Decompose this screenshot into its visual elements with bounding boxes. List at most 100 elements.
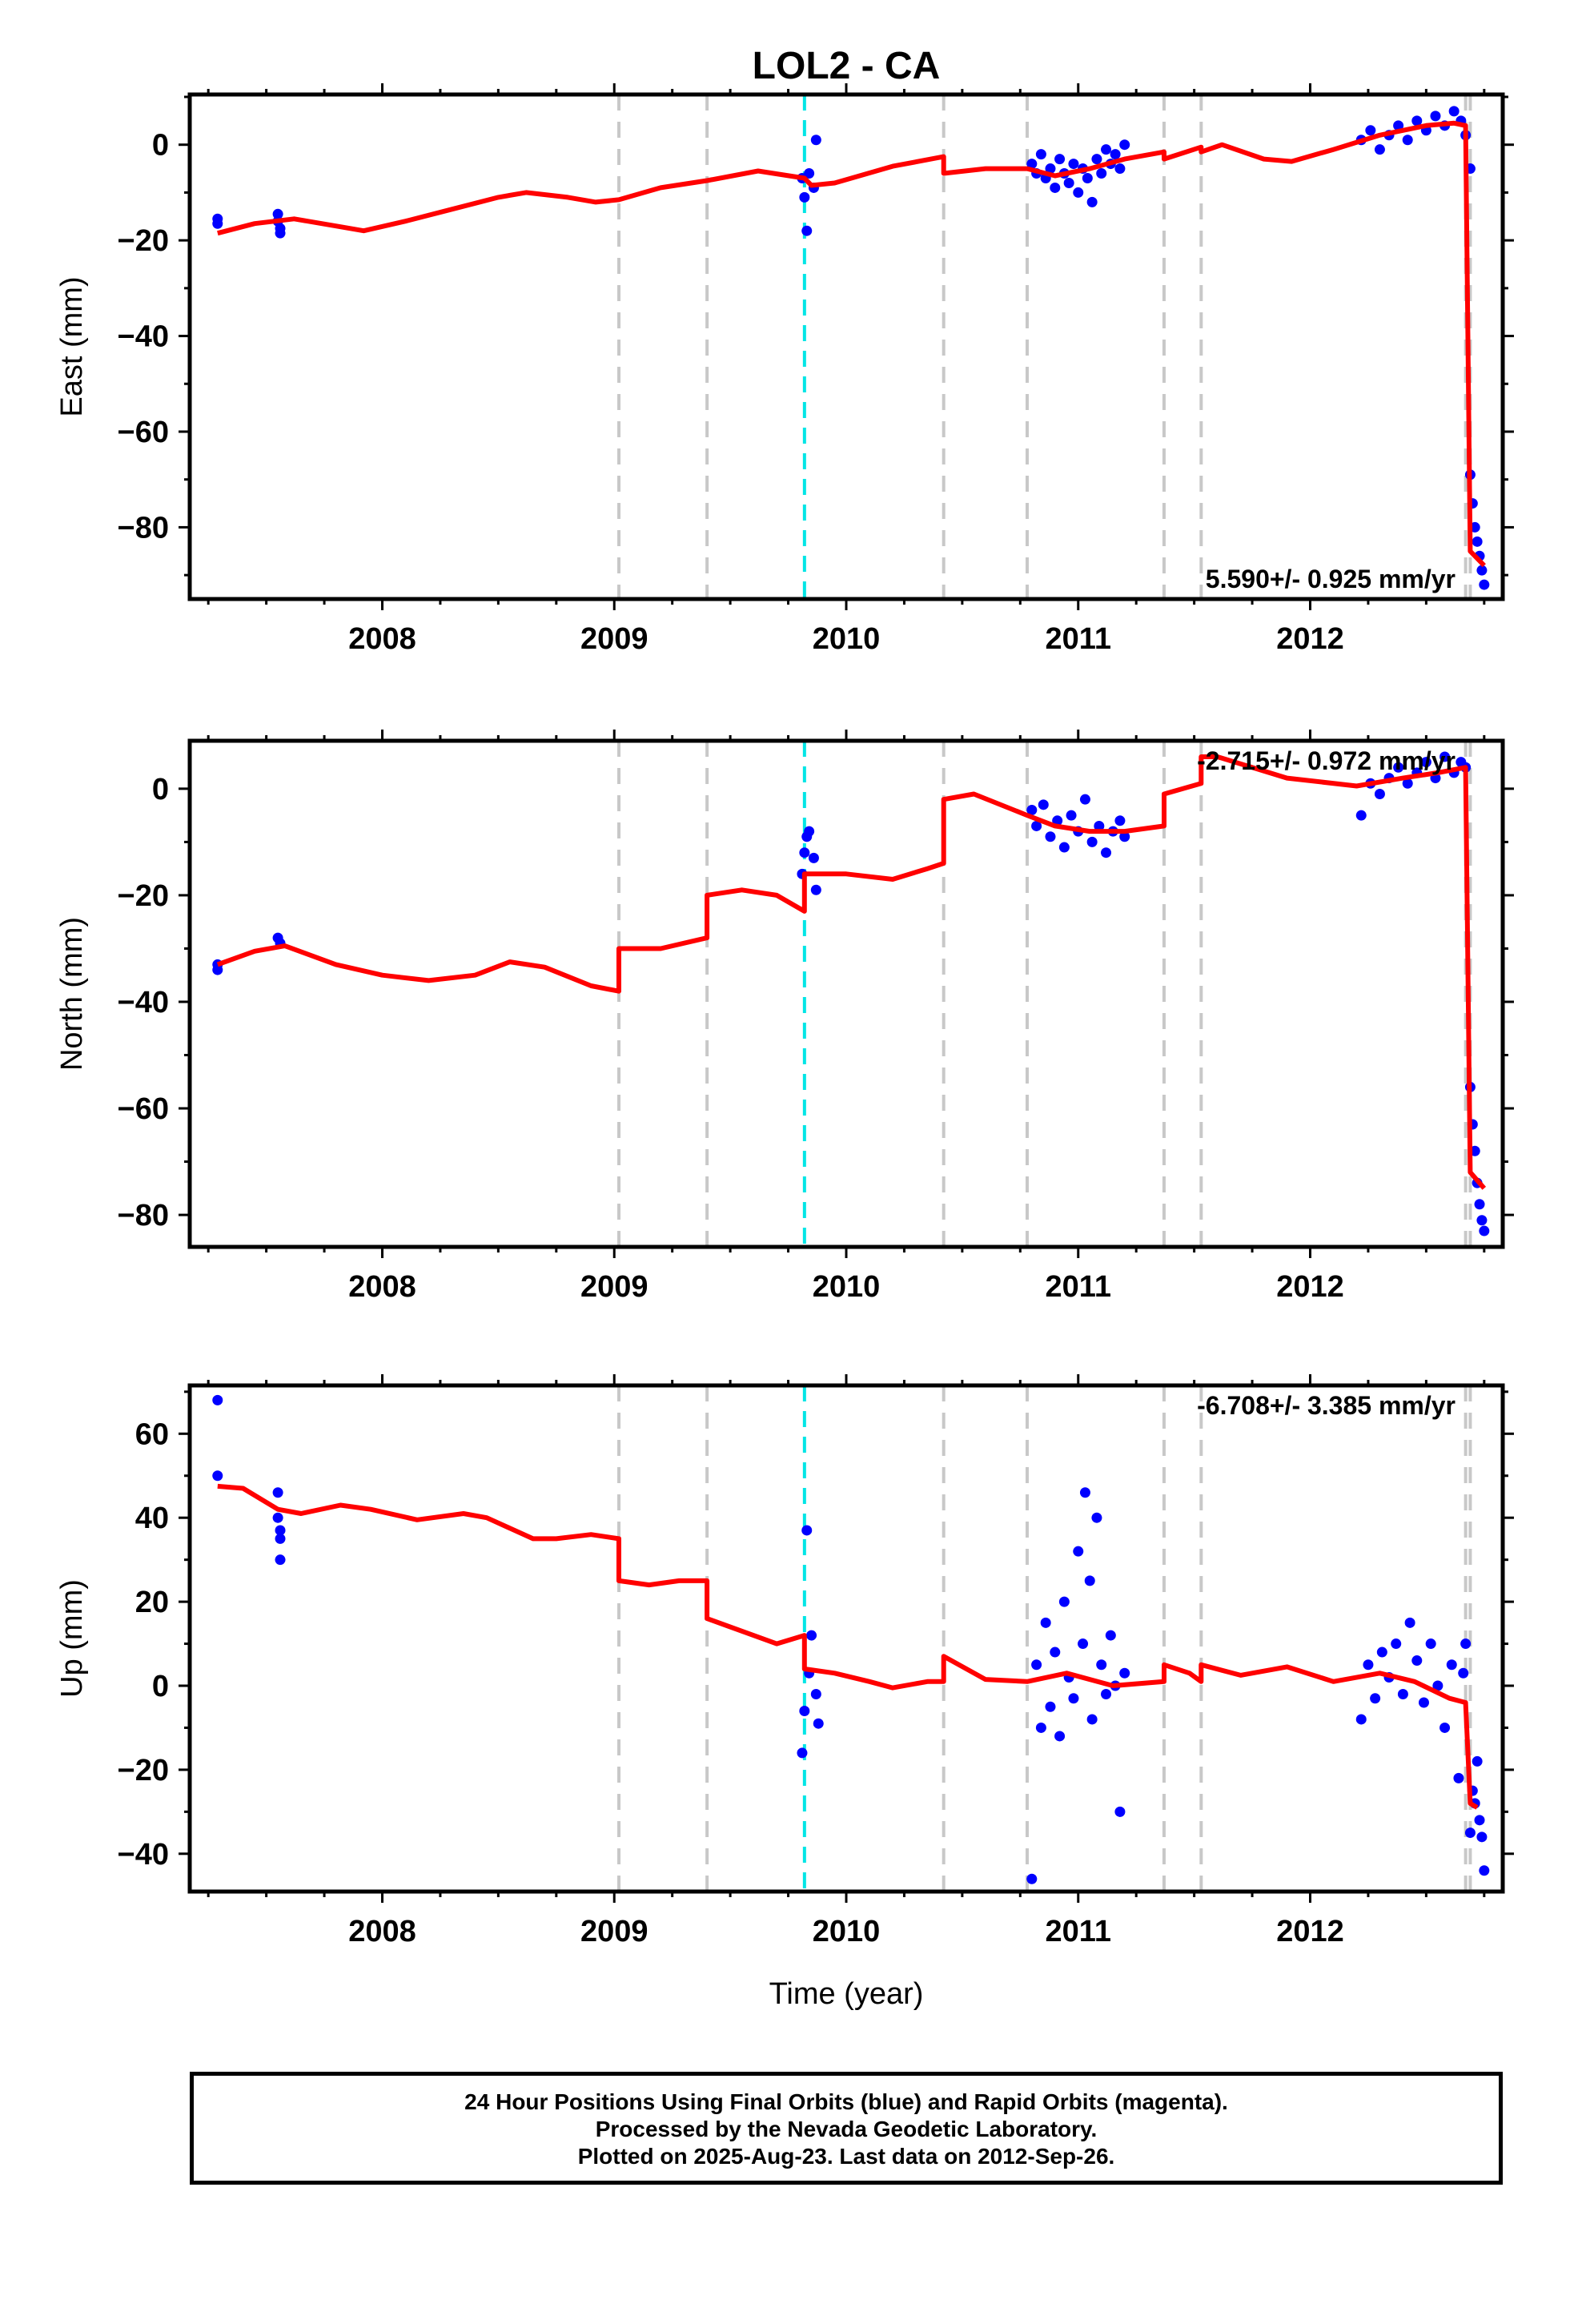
data-point bbox=[1105, 1630, 1116, 1641]
plot-frame bbox=[187, 738, 1505, 1249]
data-point bbox=[1096, 168, 1107, 179]
data-point bbox=[813, 1718, 824, 1729]
data-point bbox=[1472, 536, 1483, 547]
data-point bbox=[212, 218, 223, 229]
data-point bbox=[1038, 799, 1049, 810]
data-point bbox=[1091, 1512, 1102, 1523]
x-tick-label: 2008 bbox=[348, 1915, 416, 1948]
panel-3: 2008 2009 2010 2011 2012 60 40 20 0 −20 −40 Up (mm)… bbox=[55, 1374, 1514, 1948]
data-point bbox=[1050, 182, 1061, 193]
data-point bbox=[1376, 1647, 1387, 1658]
y-tick-label: −20 bbox=[118, 1754, 169, 1787]
data-point bbox=[1054, 1731, 1066, 1742]
data-point bbox=[1464, 1827, 1476, 1839]
data-point bbox=[1365, 125, 1376, 136]
y-tick-label: 20 bbox=[135, 1586, 169, 1619]
data-point bbox=[1119, 831, 1130, 842]
velocity-rate-label: -2.715+/- 0.972 mm/yr bbox=[1197, 746, 1456, 775]
data-point bbox=[1355, 1714, 1367, 1725]
caption-box: 24 Hour Positions Using Final Orbits (bl… bbox=[190, 2072, 1503, 2185]
x-axis-label: Time (year) bbox=[769, 1977, 924, 2011]
data-point bbox=[1031, 1659, 1042, 1671]
model-fit-line bbox=[216, 754, 1487, 1190]
data-point bbox=[1460, 1638, 1472, 1650]
data-point bbox=[272, 208, 283, 219]
x-tick-label: 2011 bbox=[1046, 622, 1111, 656]
y-tick-label: −40 bbox=[118, 1838, 169, 1872]
data-point bbox=[1058, 1596, 1070, 1607]
data-point bbox=[1402, 778, 1413, 789]
data-point bbox=[1374, 144, 1385, 155]
data-point bbox=[1082, 173, 1093, 184]
panel-2: 2008 2009 2010 2011 2012 0 −20 −40 −60 −80 North (… bbox=[55, 730, 1514, 1304]
data-point bbox=[1035, 1722, 1046, 1733]
model-fit-line bbox=[217, 120, 1486, 568]
plot-area bbox=[212, 94, 1490, 599]
x-tick-label: 2012 bbox=[1276, 1915, 1344, 1948]
x-tick-label: 2010 bbox=[813, 622, 881, 656]
x-tick-label: 2009 bbox=[580, 1915, 648, 1948]
data-point bbox=[801, 225, 813, 236]
data-point bbox=[1420, 757, 1431, 768]
y-axis-label: North (mm) bbox=[55, 917, 89, 1071]
data-point bbox=[1054, 154, 1066, 165]
velocity-rate-label: -6.708+/- 3.385 mm/yr bbox=[1197, 1391, 1456, 1420]
data-point bbox=[1086, 836, 1098, 847]
y-axis-label: Up (mm) bbox=[55, 1579, 89, 1698]
x-tick-label: 2012 bbox=[1276, 1270, 1344, 1304]
figure-title: LOL2 - CA bbox=[753, 45, 941, 87]
data-point bbox=[1446, 1659, 1457, 1671]
data-point bbox=[1040, 1617, 1051, 1628]
data-point bbox=[1439, 1722, 1451, 1733]
data-point bbox=[1073, 1546, 1084, 1557]
y-axis-label: East (mm) bbox=[55, 276, 89, 416]
data-point bbox=[797, 1747, 808, 1759]
y-tick-label: 0 bbox=[152, 773, 169, 806]
x-tick-label: 2012 bbox=[1276, 622, 1344, 656]
data-point bbox=[275, 227, 286, 239]
data-point bbox=[1026, 1873, 1038, 1884]
data-point bbox=[1418, 1697, 1429, 1708]
data-point bbox=[1374, 789, 1385, 800]
data-point bbox=[808, 852, 819, 863]
data-point bbox=[1425, 1638, 1436, 1650]
data-point bbox=[1084, 1575, 1095, 1586]
data-point bbox=[1479, 579, 1490, 590]
data-point bbox=[1073, 187, 1084, 198]
data-point bbox=[1479, 1225, 1490, 1236]
data-point bbox=[1393, 762, 1404, 773]
data-point bbox=[1101, 144, 1112, 155]
caption-line-3: Plotted on 2025-Aug-23. Last data on 201… bbox=[577, 2144, 1115, 2169]
data-point bbox=[1096, 1659, 1107, 1671]
data-point bbox=[1476, 565, 1488, 576]
x-tick-label: 2009 bbox=[580, 1270, 648, 1304]
data-point bbox=[1439, 751, 1451, 762]
y-tick-label: −60 bbox=[118, 1092, 169, 1126]
data-point bbox=[1119, 1667, 1130, 1679]
data-point bbox=[1479, 1865, 1490, 1876]
data-point bbox=[1101, 847, 1112, 858]
data-point bbox=[272, 1487, 283, 1498]
data-point bbox=[1079, 1487, 1090, 1498]
caption-line-2: Processed by the Nevada Geodetic Laborat… bbox=[595, 2117, 1098, 2141]
y-tick-label: 0 bbox=[152, 1670, 169, 1703]
caption-line-1: 24 Hour Positions Using Final Orbits (bl… bbox=[464, 2089, 1228, 2114]
x-tick-label: 2011 bbox=[1046, 1915, 1111, 1948]
data-point bbox=[1430, 111, 1441, 122]
data-point bbox=[1402, 135, 1413, 146]
data-point bbox=[1063, 177, 1074, 188]
y-tick-label: −20 bbox=[118, 879, 169, 913]
data-point bbox=[1114, 1806, 1126, 1817]
data-point bbox=[801, 1525, 813, 1536]
data-point bbox=[1101, 1688, 1112, 1699]
velocity-rate-label: 5.590+/- 0.925 mm/yr bbox=[1206, 565, 1456, 593]
plot-area bbox=[212, 1385, 1490, 1892]
data-point bbox=[799, 191, 810, 203]
y-tick-label: −60 bbox=[118, 416, 169, 449]
panel-1: 2008 2009 2010 2011 2012 0 −20 −40 −60 −80 East (m… bbox=[55, 83, 1514, 656]
data-point bbox=[806, 1630, 817, 1641]
data-point bbox=[1448, 106, 1460, 117]
data-point bbox=[1026, 159, 1038, 170]
data-point bbox=[1393, 120, 1404, 131]
data-point bbox=[804, 826, 815, 837]
